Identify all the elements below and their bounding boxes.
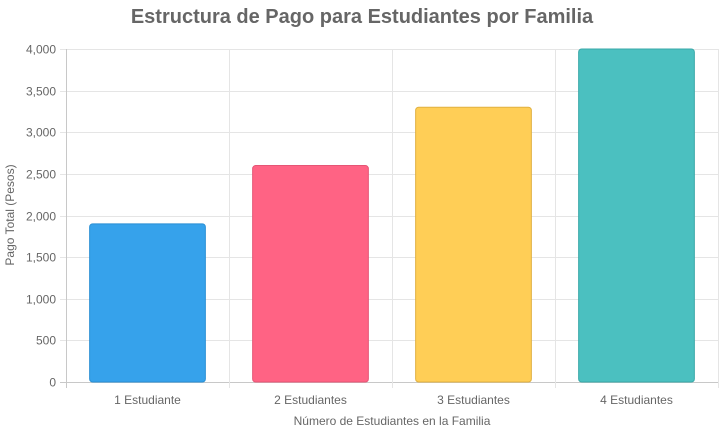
axes: 0 500 1,000 1,500 2,000 2,500 3,000 3,500 4,000 1… <box>26 43 673 408</box>
y-axis-label: Pago Total (Pesos) <box>3 164 17 265</box>
bars <box>89 48 695 383</box>
y-tick-label: 4,000 <box>26 43 56 57</box>
bar <box>252 165 369 383</box>
chart-title: Estructura de Pago para Estudiantes por … <box>131 6 594 28</box>
y-tick-label: 2,000 <box>26 210 56 224</box>
y-tick-label: 1,000 <box>26 293 56 307</box>
y-tick-label: 0 <box>49 376 56 390</box>
y-tick-label: 500 <box>36 334 56 348</box>
x-tick-label: 2 Estudiantes <box>274 393 347 407</box>
bar <box>89 223 206 383</box>
x-tick-label: 1 Estudiante <box>114 393 181 407</box>
x-axis-label: Número de Estudiantes en la Familia <box>294 414 491 428</box>
y-tick-label: 1,500 <box>26 251 56 265</box>
y-tick-label: 3,500 <box>26 85 56 99</box>
x-tick-label: 4 Estudiantes <box>600 393 673 407</box>
y-tick-label: 2,500 <box>26 168 56 182</box>
bar <box>578 48 695 383</box>
y-tick-label: 3,000 <box>26 126 56 140</box>
x-tick-label: 3 Estudiantes <box>437 393 510 407</box>
bar <box>415 106 532 383</box>
